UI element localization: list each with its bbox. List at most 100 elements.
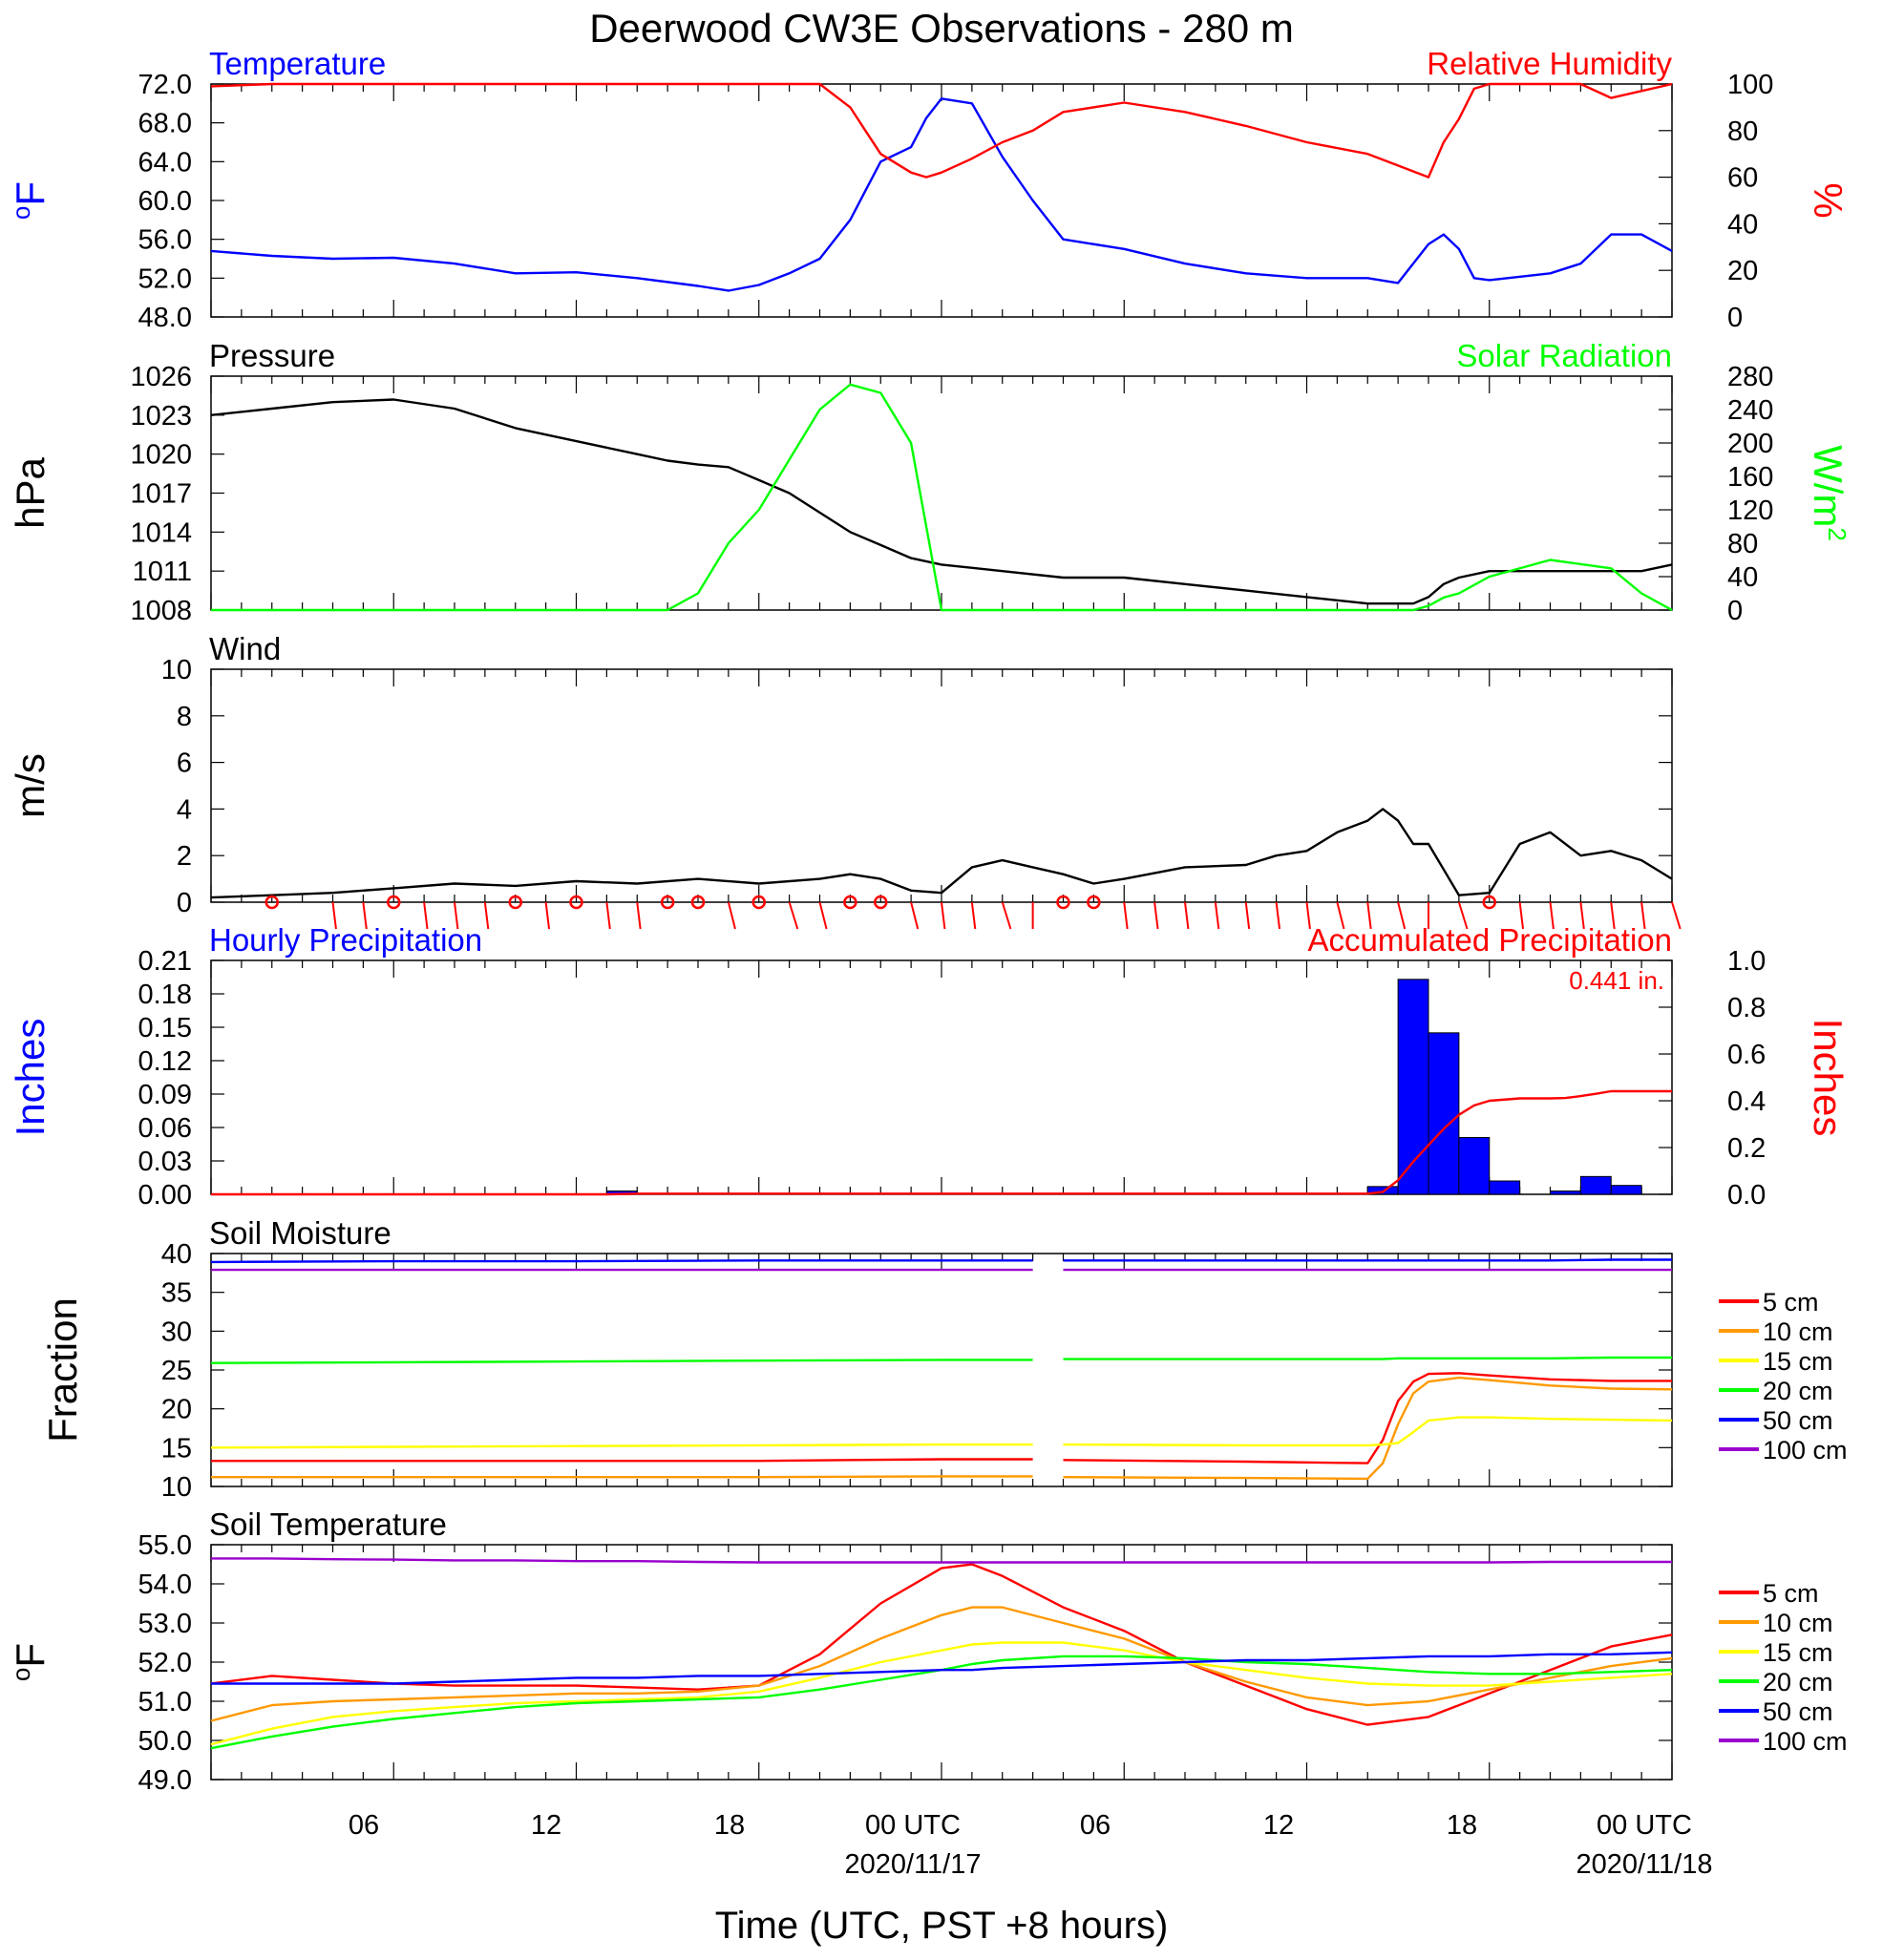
precip-bar: [1579, 1175, 1612, 1195]
plot-frame: [210, 83, 1673, 318]
date-label: 2020/11/18: [1576, 1849, 1713, 1880]
y-tick-label-left: 1026: [130, 362, 192, 392]
y-tick-label-left: 56.0: [138, 225, 192, 256]
y-tick-label-right: 0.4: [1727, 1086, 1766, 1117]
wind-barb: [970, 901, 977, 930]
wind-barb: [454, 901, 459, 930]
y-tick-label-right: 0: [1727, 303, 1743, 333]
wind-barb: [1184, 901, 1190, 930]
y-tick-label-left: 1008: [130, 596, 192, 626]
y-axis-label-right: Inches: [1806, 1019, 1851, 1137]
y-tick-label-left: 10: [161, 1472, 192, 1503]
y-tick-label-right: 1.0: [1727, 946, 1766, 977]
series-line-relative-humidity: [210, 82, 1673, 179]
y-tick-label-left: 40: [161, 1239, 192, 1270]
wind-barb: [910, 901, 920, 930]
wind-barb: [941, 901, 946, 930]
y-tick-label-right: 100: [1727, 70, 1773, 100]
wind-calm-marker: [569, 895, 583, 910]
wind-barb: [1610, 901, 1616, 930]
time-tick-label: 06: [1080, 1810, 1111, 1841]
series-line-solar-radiation: [211, 383, 1673, 612]
precip-bar: [1458, 1137, 1491, 1195]
y-tick-label-left: 64.0: [138, 147, 192, 178]
y-tick-label-left: 2: [177, 841, 192, 872]
time-tick-label: 12: [531, 1810, 561, 1841]
y-tick-label-left: 48.0: [138, 303, 192, 333]
wind-barb: [1671, 901, 1682, 930]
wind-barb: [483, 901, 490, 930]
y-tick-label-left: 20: [161, 1395, 192, 1425]
y-tick-label-right: 0.2: [1727, 1133, 1766, 1164]
time-tick-label: 18: [714, 1810, 745, 1841]
y-tick-label-right: 0.6: [1727, 1040, 1766, 1070]
time-tick-label: 06: [349, 1810, 379, 1841]
panel-title-left: Wind: [209, 631, 281, 666]
legend-label: 10 cm: [1763, 1609, 1833, 1637]
series-line-10-cm: [210, 1606, 1673, 1722]
precip-bar: [1428, 1032, 1460, 1195]
legend-label: 100 cm: [1763, 1436, 1848, 1465]
y-tick-label-left: 50.0: [138, 1726, 192, 1757]
y-tick-label-left: 30: [161, 1317, 192, 1347]
time-tick-label: 12: [1263, 1810, 1294, 1841]
y-tick-label-left: 4: [177, 794, 192, 825]
y-tick-label-left: 15: [161, 1433, 192, 1464]
y-axis-label-left: Inches: [8, 1019, 53, 1137]
legend-label: 20 cm: [1763, 1668, 1833, 1697]
date-label: 2020/11/17: [845, 1849, 982, 1880]
wind-calm-marker: [1056, 895, 1070, 910]
time-tick-label: 00 UTC: [865, 1810, 961, 1841]
y-axis-label-left: oF: [7, 181, 53, 220]
plot-frame: [210, 1253, 1673, 1487]
series-line-50-cm: [211, 1651, 1673, 1685]
y-tick-label-left: 0.09: [138, 1080, 192, 1110]
wind-calm-marker: [387, 895, 401, 910]
plot-frame: [210, 668, 1673, 903]
panel-title-left: Temperature: [209, 46, 386, 81]
y-tick-label-right: 0: [1727, 596, 1743, 626]
wind-calm-marker: [751, 895, 766, 910]
wind-barb: [1244, 901, 1251, 930]
wind-calm-marker: [843, 895, 857, 910]
panel-title-right: Accumulated Precipitation: [1307, 922, 1672, 958]
legend-label: 15 cm: [1763, 1638, 1833, 1667]
series-line-50-cm: [210, 1258, 1672, 1264]
wind-barb: [423, 901, 429, 930]
series-line-temperature: [210, 97, 1673, 292]
legend-label: 100 cm: [1763, 1727, 1848, 1756]
wind-barb: [331, 901, 337, 930]
wind-calm-marker: [1482, 895, 1496, 910]
accumulated-precip-line: [211, 1089, 1672, 1196]
wind-calm-marker: [264, 895, 279, 910]
time-axis-title: Time (UTC, PST +8 hours): [715, 1905, 1169, 1947]
wind-calm-marker: [508, 895, 522, 910]
y-tick-label-right: 280: [1727, 362, 1773, 392]
y-tick-label-left: 0.03: [138, 1147, 192, 1177]
legend-label: 5 cm: [1763, 1288, 1819, 1317]
accumulated-total-label: 0.441 in.: [1569, 966, 1664, 995]
y-tick-label-right: 0.0: [1727, 1180, 1766, 1211]
y-tick-label-left: 1011: [133, 557, 192, 587]
series-line-5-cm: [211, 1372, 1672, 1465]
wind-calm-marker: [874, 895, 888, 910]
y-tick-label-left: 1020: [130, 440, 192, 471]
y-tick-label-left: 35: [161, 1278, 192, 1309]
y-tick-label-left: 0.00: [138, 1180, 192, 1211]
wind-barb: [1366, 901, 1372, 930]
series-line-20-cm: [210, 1654, 1673, 1750]
y-tick-label-left: 0.15: [138, 1013, 192, 1043]
wind-barb: [1549, 901, 1555, 930]
wind-barb: [1579, 901, 1585, 930]
y-tick-label-right: 120: [1727, 495, 1773, 526]
panel-title-left: Soil Moisture: [209, 1215, 391, 1251]
y-tick-label-right: 240: [1727, 395, 1773, 426]
wind-barb: [636, 901, 642, 930]
panel-title-left: Soil Temperature: [209, 1507, 447, 1542]
y-tick-label-right: 80: [1727, 529, 1758, 559]
y-axis-label-right: W/m2: [1806, 445, 1851, 541]
series-line-wind: [210, 808, 1673, 899]
y-tick-label-left: 52.0: [138, 263, 192, 294]
y-tick-label-right: 40: [1727, 209, 1758, 240]
panel-precipitation: 0.210.180.150.120.090.060.030.00 1.0 0.8 0.…: [8, 922, 1851, 1211]
